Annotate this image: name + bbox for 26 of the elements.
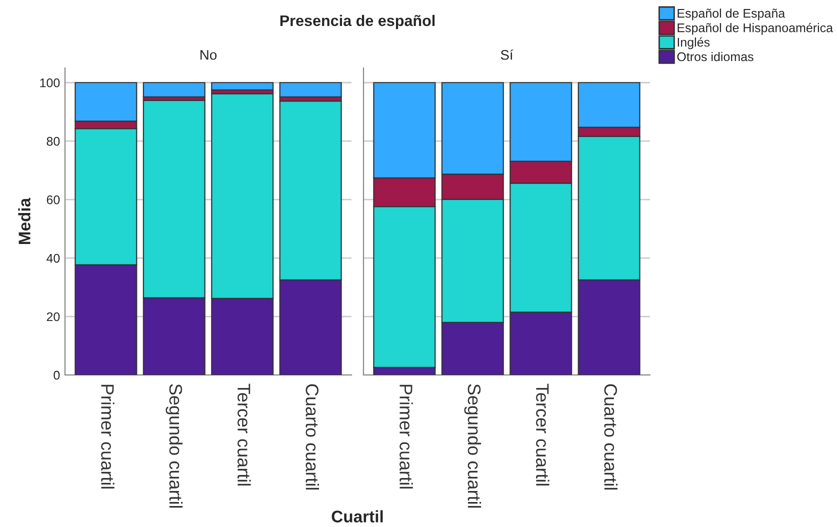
- chart-subtitle: Sí: [500, 49, 514, 60]
- bar: [211, 82, 274, 90]
- x-tick-label: Cuarto cuartil: [306, 384, 319, 490]
- legend-label: Inglés: [678, 37, 710, 50]
- x-tick-label: Primer cuartil: [400, 384, 413, 488]
- x-tick-label: Tercer cuartil: [238, 384, 251, 486]
- y-tick-label: 100: [40, 78, 60, 88]
- y-tick-label: 0: [54, 370, 60, 380]
- x-tick-label: Tercer cuartil: [536, 384, 550, 486]
- chart-title: Presencia de español: [280, 14, 435, 30]
- y-tick-label: 60: [46, 195, 60, 204]
- x-axis-title: Cuartil: [332, 510, 383, 522]
- legend-label: Español de España: [678, 8, 786, 20]
- bar: [279, 82, 342, 98]
- y-tick-label: 80: [46, 136, 60, 146]
- y-axis-title: Media: [18, 198, 30, 244]
- x-tick-label: Cuarto cuartil: [604, 384, 618, 490]
- y-tick-label: 20: [46, 312, 60, 322]
- x-tick-label: Segundo cuartil: [166, 384, 183, 508]
- legend-label: Otros idiomas: [677, 52, 754, 62]
- chart-subtitle: No: [200, 50, 217, 60]
- legend-label: Español de Hispanoamérica: [678, 22, 834, 35]
- x-tick-label: Segundo cuartil: [464, 384, 482, 508]
- bar: [142, 82, 206, 98]
- x-tick-label: Primer cuartil: [101, 384, 114, 488]
- y-tick-label: 40: [46, 254, 60, 263]
